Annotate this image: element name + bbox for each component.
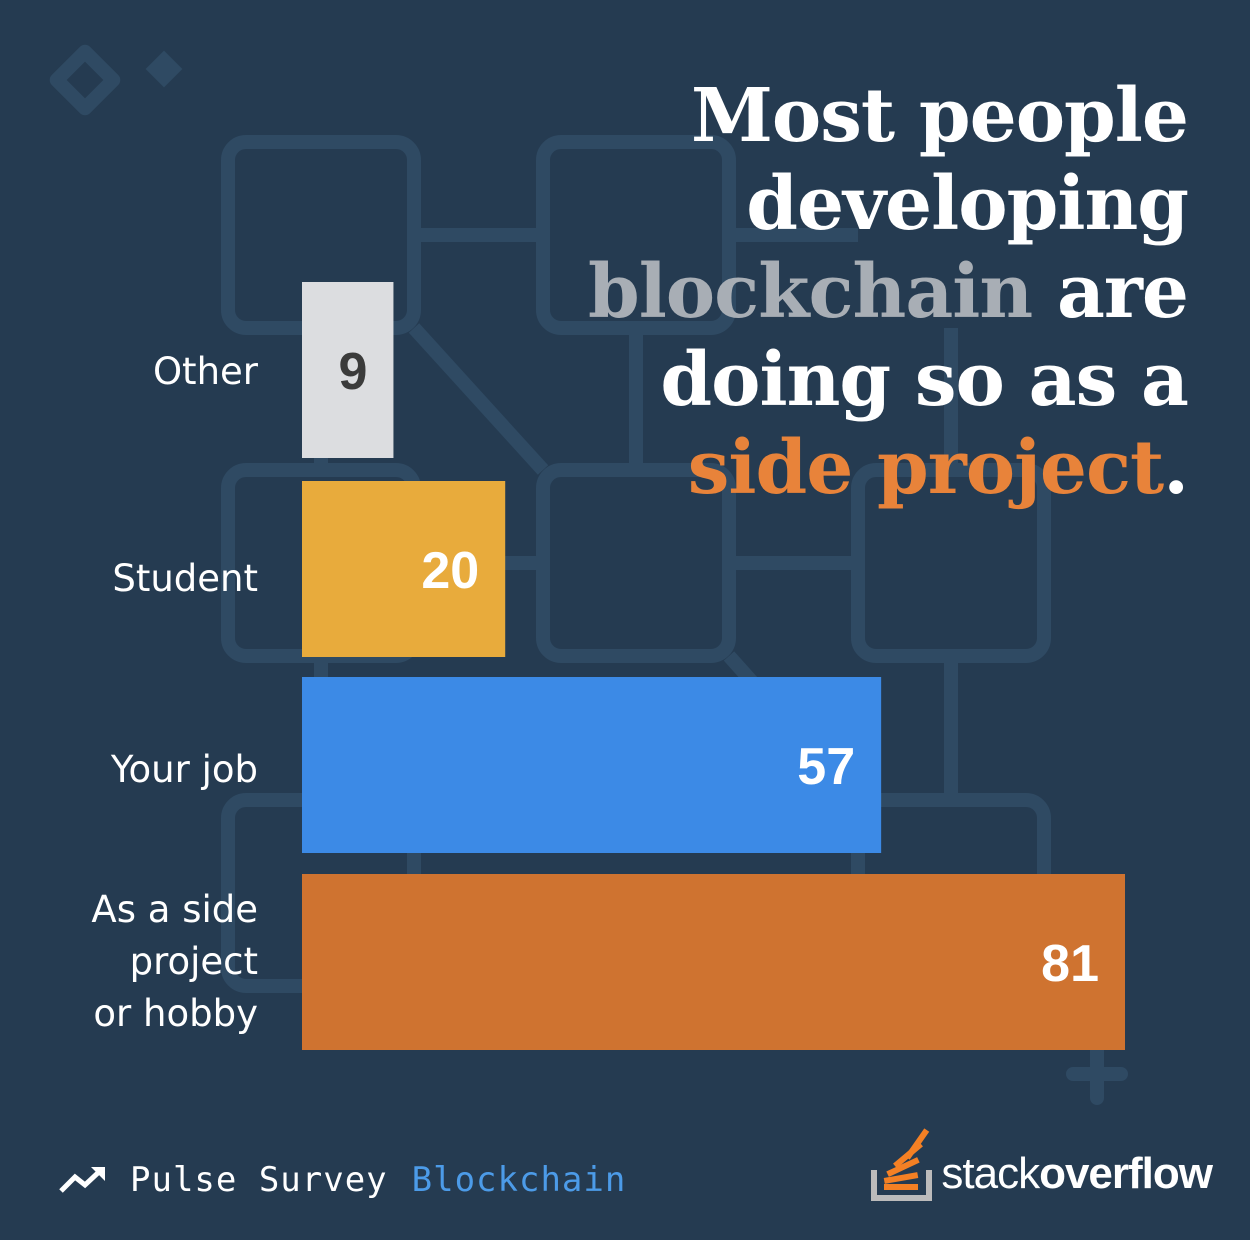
- category-label-your-job: Your job: [110, 748, 258, 791]
- headline-line-4: doing so as a: [660, 337, 1189, 423]
- headline-line-2: developing: [746, 161, 1189, 247]
- headline-line-3-rest: are: [1032, 249, 1189, 335]
- headline-highlight-blockchain: blockchain: [587, 249, 1033, 335]
- category-label-side-project-line-2: project: [129, 940, 258, 983]
- logo-word-stack: stack: [941, 1149, 1040, 1198]
- bar-side-project: [302, 874, 1125, 1050]
- footer-pulse-survey: Pulse Survey: [130, 1160, 388, 1200]
- trend-up-icon: [59, 1167, 105, 1193]
- footer-topic: Blockchain: [411, 1160, 627, 1200]
- headline-line-5-end: .: [1163, 425, 1189, 511]
- headline: Most people developing blockchain are doing…: [488, 72, 1189, 512]
- value-label-side-project: 81: [1041, 935, 1099, 993]
- value-label-your-job: 57: [797, 738, 855, 796]
- category-label-side-project-line-3: or hobby: [93, 992, 258, 1035]
- logo-wordmark: stackoverflow: [941, 1146, 1213, 1202]
- stackoverflow-logo-icon: [871, 1128, 933, 1201]
- stackoverflow-logo: stackoverflow: [871, 1122, 1213, 1202]
- category-label-side-project: As a side project or hobby: [28, 884, 258, 1040]
- value-label-other: 9: [339, 343, 368, 401]
- category-label-side-project-line-1: As a side: [91, 888, 258, 931]
- footer-brand: Pulse Survey Blockchain: [58, 1158, 626, 1202]
- value-label-student: 20: [421, 542, 479, 600]
- bar-student: [302, 481, 506, 657]
- logo-word-overflow: overflow: [1039, 1149, 1213, 1198]
- bar-your-job: [302, 677, 882, 853]
- category-label-other: Other: [152, 350, 258, 393]
- headline-line-1: Most people: [691, 73, 1189, 159]
- bar-other: [302, 282, 394, 458]
- headline-highlight-side-project: side project: [687, 425, 1165, 511]
- category-label-student: Student: [112, 557, 258, 600]
